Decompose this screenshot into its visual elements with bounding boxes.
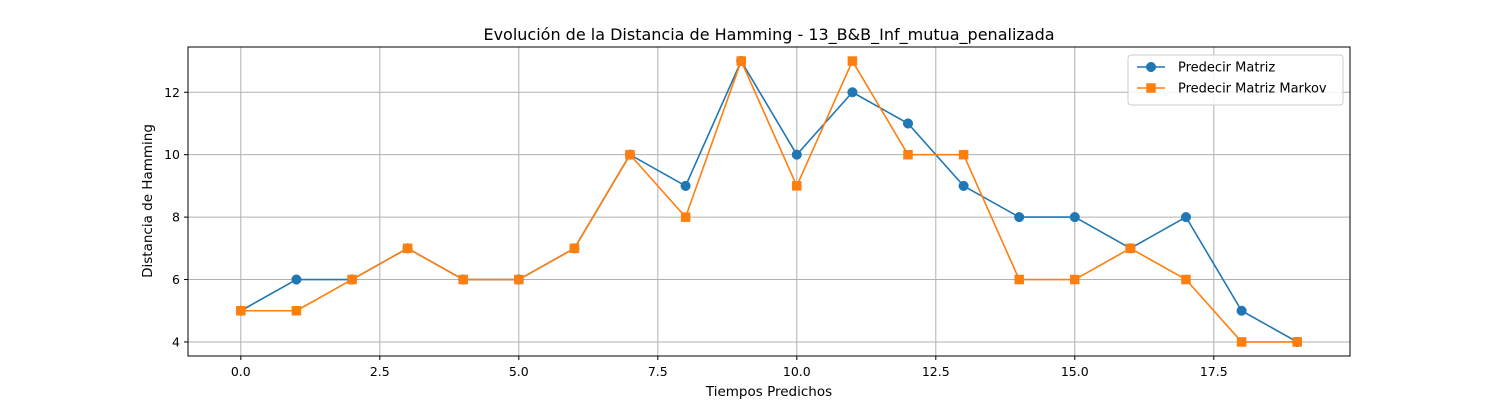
chart-title: Evolución de la Distancia de Hamming - 1… bbox=[483, 25, 1054, 45]
x-tick-label: 7.5 bbox=[648, 364, 668, 379]
series-2 bbox=[236, 56, 1302, 347]
data-point bbox=[291, 274, 302, 285]
legend-item: Predecir Matriz Markov bbox=[1137, 82, 1327, 97]
data-point bbox=[1014, 274, 1024, 285]
data-point bbox=[847, 56, 858, 66]
data-point bbox=[958, 180, 969, 191]
data-point bbox=[1069, 212, 1080, 223]
y-tick-label: 6 bbox=[172, 272, 180, 287]
data-point bbox=[458, 274, 468, 285]
y-tick-label: 12 bbox=[164, 85, 180, 100]
data-point bbox=[902, 118, 914, 129]
data-point bbox=[791, 149, 802, 160]
x-tick-label: 2.5 bbox=[370, 364, 390, 379]
legend-item: Predecir Matriz bbox=[1137, 61, 1275, 76]
x-tick-label: 15.0 bbox=[1061, 364, 1089, 379]
legend-swatch-marker bbox=[1145, 61, 1157, 73]
data-point bbox=[792, 181, 802, 191]
data-point bbox=[291, 305, 302, 316]
y-axis-label: Distancia de Hamming bbox=[140, 124, 156, 278]
x-axis-label: Tiempos Predichos bbox=[705, 384, 832, 400]
data-point bbox=[903, 149, 913, 160]
data-point bbox=[347, 274, 357, 285]
data-point bbox=[402, 243, 413, 254]
x-tick-label: 0.0 bbox=[231, 364, 251, 379]
y-tick-label: 4 bbox=[172, 334, 180, 349]
series-layer bbox=[235, 55, 1303, 348]
y-tick-label: 8 bbox=[172, 210, 180, 225]
x-tick-label: 17.5 bbox=[1200, 364, 1228, 379]
tick-layer: 0.0 2.5 5.0 7.5 10.0 12.5 15.0 17.5 4 6 8 10 12 bbox=[164, 85, 1228, 379]
data-point bbox=[569, 243, 580, 254]
legend-swatch-marker bbox=[1146, 83, 1156, 93]
legend: Predecir Matriz Predecir Matriz Markov bbox=[1127, 54, 1344, 106]
data-point bbox=[1014, 212, 1025, 223]
x-tick-label: 5.0 bbox=[509, 364, 529, 379]
data-point bbox=[1070, 274, 1080, 285]
data-point bbox=[1236, 305, 1247, 316]
data-point bbox=[958, 149, 969, 160]
data-point bbox=[680, 212, 691, 222]
data-point bbox=[514, 274, 524, 285]
data-point bbox=[1292, 337, 1302, 347]
x-tick-label: 10.0 bbox=[783, 364, 811, 379]
data-point bbox=[1125, 243, 1136, 254]
data-point bbox=[847, 87, 858, 98]
legend-label: Predecir Matriz Markov bbox=[1178, 82, 1327, 97]
data-point bbox=[736, 56, 746, 66]
data-point bbox=[625, 149, 635, 160]
data-point bbox=[236, 305, 246, 316]
plot-area-frame bbox=[187, 46, 1351, 357]
x-tick-label: 12.5 bbox=[922, 364, 950, 379]
data-point bbox=[1236, 337, 1247, 347]
data-point bbox=[1181, 274, 1191, 285]
data-point bbox=[1180, 212, 1192, 223]
data-point bbox=[680, 180, 691, 191]
legend-box bbox=[1127, 54, 1344, 106]
series-line bbox=[240, 60, 1298, 343]
y-tick-label: 10 bbox=[164, 147, 180, 162]
legend-label: Predecir Matriz bbox=[1178, 61, 1275, 76]
